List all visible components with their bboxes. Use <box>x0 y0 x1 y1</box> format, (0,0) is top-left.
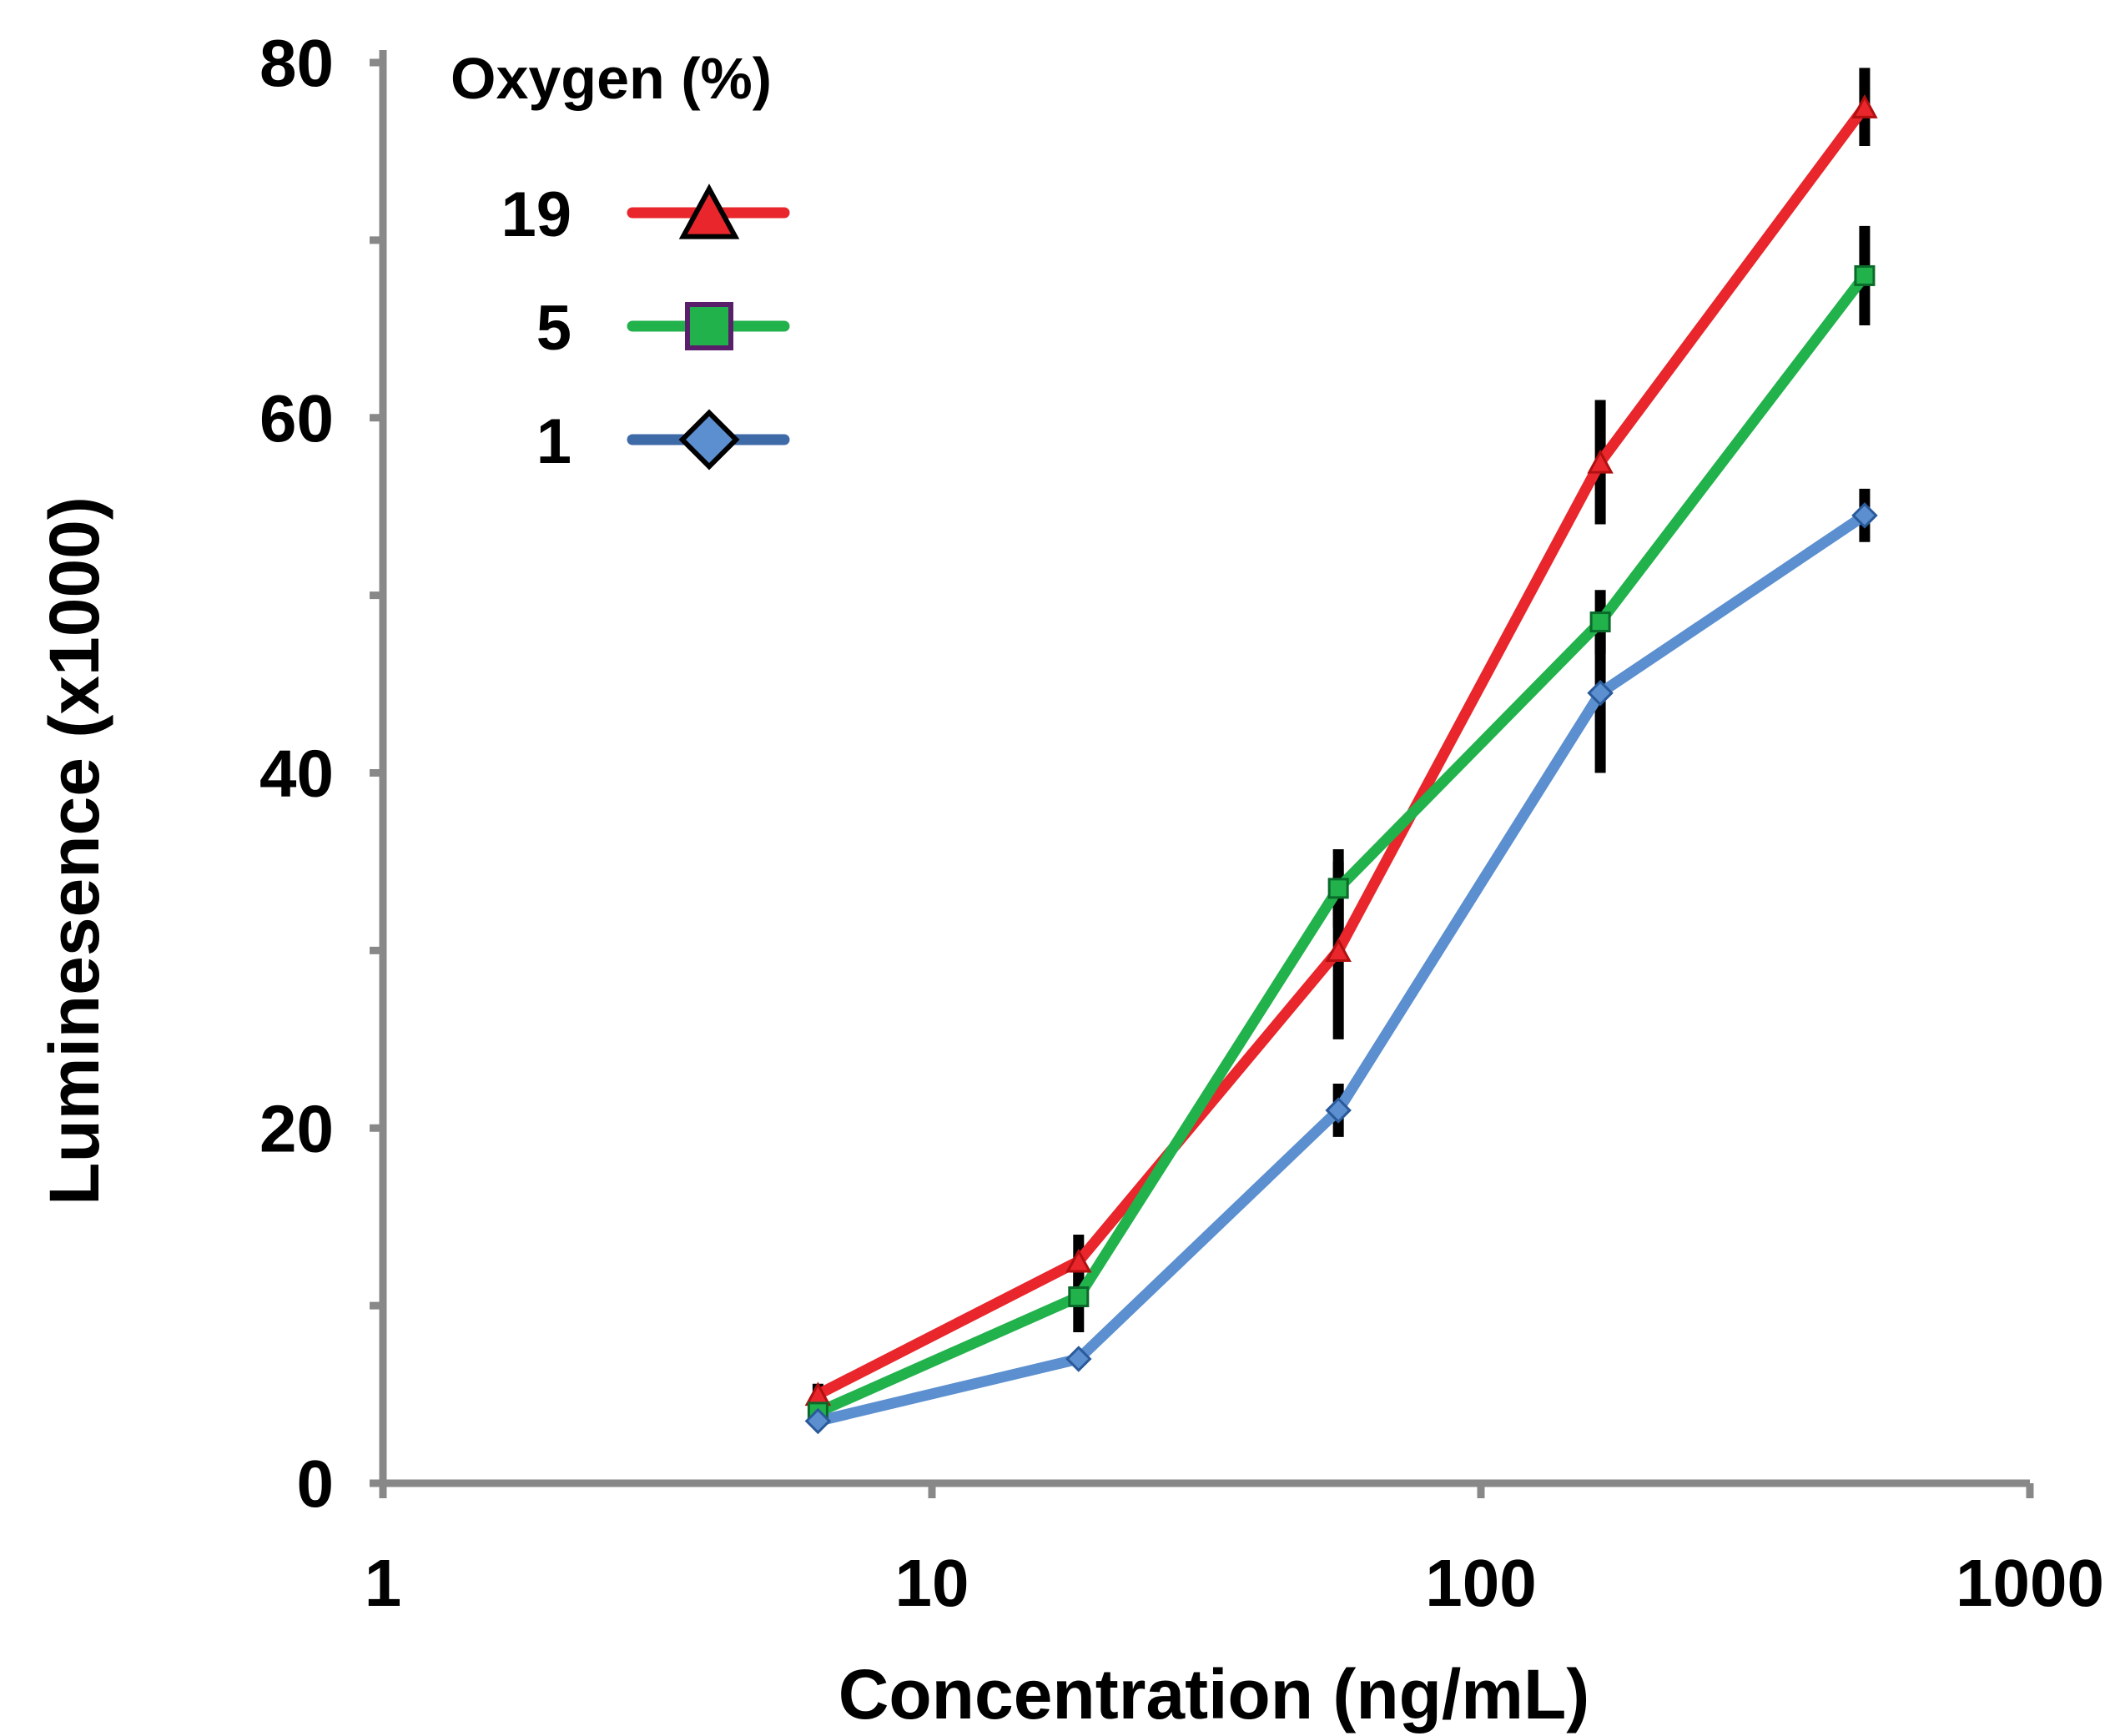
data-point-19 <box>1587 449 1614 474</box>
data-point-1 <box>1065 1346 1092 1372</box>
x-tick-labels: 1 10 100 1000 <box>365 1546 2104 1620</box>
series-line-5 <box>815 272 1870 1417</box>
legend-title: Oxygen (%) <box>451 46 772 111</box>
data-point-1 <box>1851 502 1878 529</box>
error-bars <box>812 68 1871 1427</box>
legend-label: 1 <box>536 406 572 477</box>
series-lines <box>815 103 1870 1427</box>
plot-area <box>370 50 2034 1498</box>
markers <box>804 93 1878 1435</box>
y-tick-label: 20 <box>259 1091 334 1165</box>
data-point-5 <box>1854 264 1876 286</box>
data-point-1 <box>1325 1097 1352 1124</box>
legend-label: 5 <box>536 293 572 364</box>
series-line-19 <box>815 103 1870 1400</box>
data-point-5 <box>1068 1286 1090 1307</box>
x-tick-label: 1 <box>365 1546 402 1620</box>
data-point-1 <box>1587 679 1614 707</box>
y-axis-title: Luminesence (x1000) <box>35 496 113 1205</box>
data-point-5 <box>1589 611 1611 633</box>
legend-marker-1 <box>678 409 740 470</box>
data-point-5 <box>1327 878 1349 899</box>
x-tick-label: 1000 <box>1956 1546 2104 1620</box>
data-point-19 <box>1851 93 1878 118</box>
y-tick-label: 0 <box>297 1447 335 1521</box>
y-tick-label: 80 <box>259 26 334 100</box>
y-tick-label: 60 <box>259 381 334 455</box>
data-point-1 <box>804 1407 832 1435</box>
data-point-19 <box>1065 1248 1092 1273</box>
data-point-19 <box>1325 938 1352 962</box>
legend-marker-5 <box>685 302 733 350</box>
legend-marker-19 <box>678 184 740 239</box>
y-minor-ticks <box>370 58 383 1487</box>
x-axis-title: Concentration (ng/mL) <box>838 1655 1590 1733</box>
x-ticks <box>379 1483 2034 1498</box>
y-tick-label: 40 <box>259 737 334 811</box>
x-tick-label: 100 <box>1425 1546 1536 1620</box>
y-tick-labels: 0 20 40 60 80 <box>259 26 334 1521</box>
legend-label: 19 <box>501 179 572 250</box>
x-tick-label: 10 <box>895 1546 969 1620</box>
